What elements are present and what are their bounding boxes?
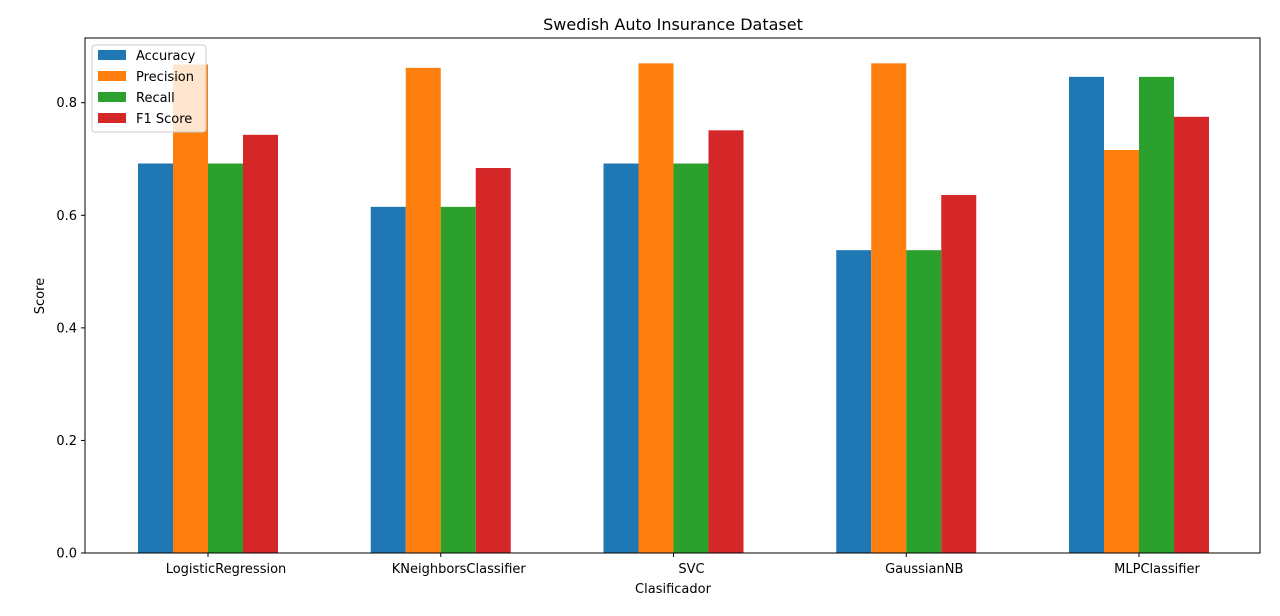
bar-f1-score-gaussiannb <box>941 195 977 553</box>
bar-precision-logisticregression <box>173 64 208 553</box>
y-tick-label: 0.8 <box>56 96 77 111</box>
y-tick-label: 0.6 <box>56 209 77 224</box>
legend-box <box>91 44 207 133</box>
plot-area-frame <box>84 37 1261 554</box>
bar-precision-kneighborsclassifier <box>405 67 441 553</box>
bar-f1-score-svc <box>708 130 744 553</box>
y-tick-label: 0.2 <box>56 434 77 449</box>
x-tick-label-svc: SVC <box>678 562 704 577</box>
bar-accuracy-svc <box>603 163 639 553</box>
legend-swatch-accuracy <box>98 50 126 60</box>
bar-recall-logisticregression <box>208 163 243 553</box>
bars-group <box>138 63 1209 554</box>
legend-swatch-f1-score <box>98 113 126 123</box>
bar-f1-score-mlpclassifier <box>1174 116 1209 554</box>
legend-swatch-recall <box>98 92 126 102</box>
bar-recall-mlpclassifier <box>1139 76 1174 553</box>
bar-f1-score-kneighborsclassifier <box>475 168 511 553</box>
y-tick-label: 0.4 <box>56 321 77 336</box>
y-tick-label: 0.0 <box>56 547 77 562</box>
x-axis: LogisticRegression KNeighborsClassifier SV… <box>166 553 1200 577</box>
bar-f1-score-logisticregression <box>243 134 278 553</box>
x-tick-label-mlpclassifier: MLPClassifier <box>1114 562 1200 577</box>
x-axis-label: Clasificador <box>635 582 712 597</box>
x-tick-label-gaussiannb: GaussianNB <box>885 562 963 577</box>
bar-accuracy-mlpclassifier <box>1069 76 1104 553</box>
bar-accuracy-gaussiannb <box>836 250 872 553</box>
y-axis: 0.0 0.2 0.4 0.6 0.8 <box>56 96 85 562</box>
x-tick-label-kneighborsclassifier: KNeighborsClassifier <box>392 562 527 577</box>
bar-accuracy-kneighborsclassifier <box>370 206 406 553</box>
legend-label-precision: Precision <box>136 70 194 85</box>
legend-swatch-precision <box>98 71 126 81</box>
bar-precision-mlpclassifier <box>1104 150 1139 553</box>
legend-label-f1-score: F1 Score <box>136 112 192 127</box>
bar-precision-gaussiannb <box>871 63 907 553</box>
y-axis-label: Score <box>33 278 48 314</box>
legend-label-accuracy: Accuracy <box>136 49 196 64</box>
bar-accuracy-logisticregression <box>138 163 173 553</box>
bar-recall-svc <box>673 163 709 553</box>
bar-recall-gaussiannb <box>906 250 942 553</box>
x-tick-label-logisticregression: LogisticRegression <box>166 562 287 577</box>
bar-recall-kneighborsclassifier <box>440 206 476 553</box>
chart-title: Swedish Auto Insurance Dataset <box>543 15 803 34</box>
bar-precision-svc <box>638 63 674 553</box>
legend-label-recall: Recall <box>136 91 175 106</box>
legend: Accuracy Precision Recall F1 Score <box>91 44 207 133</box>
